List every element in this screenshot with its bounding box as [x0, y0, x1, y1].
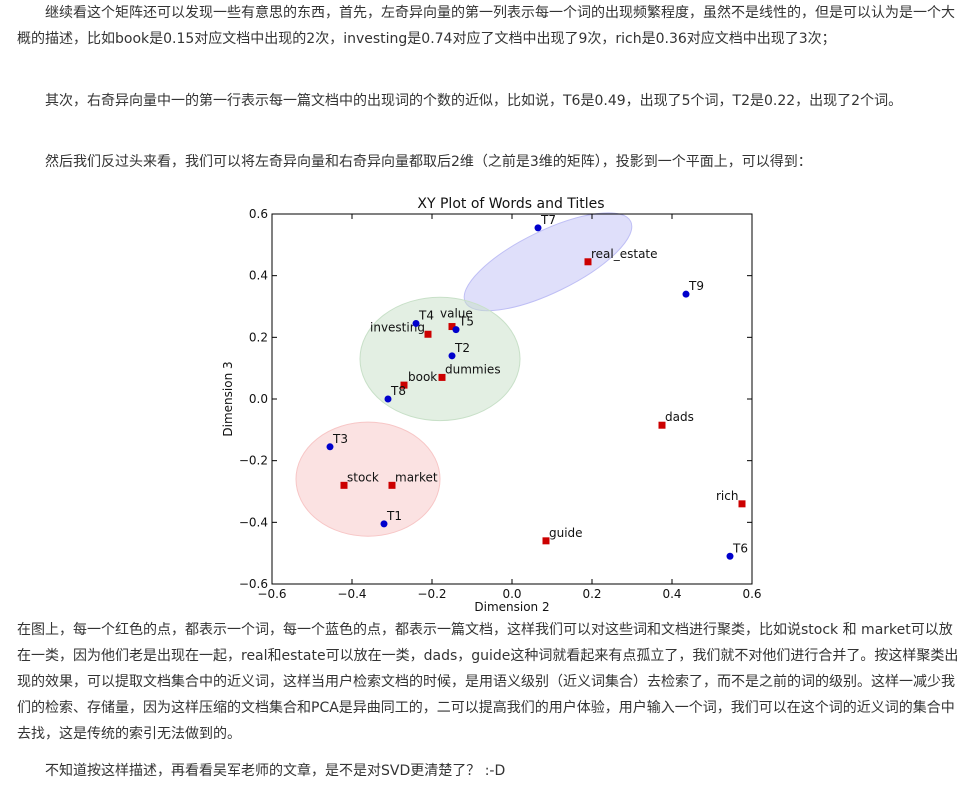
- title-point: [412, 319, 420, 327]
- word-point: [658, 421, 666, 429]
- title-point: [380, 520, 388, 528]
- y-axis-label: Dimension 3: [221, 361, 235, 436]
- word-point: [448, 323, 456, 331]
- word-label: guide: [549, 526, 583, 540]
- title-label: T8: [390, 384, 406, 398]
- y-tick-label: −0.2: [239, 454, 268, 468]
- x-tick-label: 0.0: [502, 587, 521, 601]
- word-label: rich: [716, 489, 738, 503]
- title-point: [326, 443, 334, 451]
- word-label: dummies: [445, 362, 501, 376]
- title-point: [448, 352, 456, 360]
- title-label: T9: [688, 279, 704, 293]
- word-point: [340, 481, 348, 489]
- title-point: [726, 552, 734, 560]
- x-tick-label: 0.2: [582, 587, 601, 601]
- chart-title: XY Plot of Words and Titles: [417, 196, 604, 212]
- word-point: [400, 381, 408, 389]
- title-label: T2: [454, 341, 470, 355]
- word-point: [424, 330, 432, 338]
- title-point: [452, 326, 460, 334]
- paragraph-closing-question: 不知道按这样描述，再看看吴军老师的文章，是不是对SVD更清楚了？ :-D: [45, 763, 506, 779]
- word-label: dads: [665, 410, 694, 424]
- word-point: [438, 373, 446, 381]
- word-point: [542, 537, 550, 545]
- x-tick-label: −0.2: [417, 587, 446, 601]
- paragraph-svd-left-vectors: 继续看这个矩阵还可以发现一些有意思的东西，首先，左奇异向量的第一列表示每一个词的…: [17, 5, 955, 47]
- paragraph-projection-intro: 然后我们反过头来看，我们可以将左奇异向量和右奇异向量都取后2维（之前是3维的矩阵…: [45, 154, 812, 170]
- x-axis-label: Dimension 2: [474, 600, 549, 614]
- word-label: investing: [370, 320, 425, 334]
- x-tick-label: −0.4: [337, 587, 366, 601]
- title-label: T1: [386, 509, 402, 523]
- title-point: [682, 290, 690, 298]
- title-label: T4: [418, 308, 434, 322]
- y-tick-label: 0.2: [249, 330, 268, 344]
- paragraph-clustering-explanation: 在图上，每一个红色的点，都表示一个词，每一个蓝色的点，都表示一篇文档，这样我们可…: [17, 622, 959, 742]
- title-label: T3: [332, 432, 348, 446]
- y-tick-label: −0.4: [239, 515, 268, 529]
- x-tick-label: −0.6: [257, 587, 286, 601]
- y-tick-label: 0.6: [249, 207, 268, 221]
- cluster-ellipse: [295, 421, 441, 537]
- word-label: market: [395, 470, 438, 484]
- x-tick-label: 0.6: [742, 587, 761, 601]
- word-label: book: [408, 370, 437, 384]
- title-point: [534, 224, 542, 232]
- word-label: real_estate: [591, 247, 658, 261]
- cluster-ellipse: [359, 296, 521, 422]
- word-point: [584, 258, 592, 266]
- title-label: T7: [540, 213, 556, 227]
- y-tick-label: −0.6: [239, 577, 268, 591]
- word-point: [388, 481, 396, 489]
- x-tick-label: 0.4: [662, 587, 681, 601]
- title-label: T6: [732, 541, 748, 555]
- paragraph-svd-right-vectors: 其次，右奇异向量中一的第一行表示每一篇文档中的出现词的个数的近似，比如说，T6是…: [45, 93, 903, 109]
- title-point: [384, 395, 392, 403]
- xy-plot-chart: XY Plot of Words and Titles −0.6 −0.4 −0.2…: [221, 196, 762, 614]
- y-tick-label: 0.4: [249, 269, 268, 283]
- y-tick-label: 0.0: [249, 392, 268, 406]
- title-label: T5: [458, 315, 474, 329]
- word-point: [738, 500, 746, 508]
- word-label: stock: [347, 470, 379, 484]
- word-label: value: [440, 307, 473, 321]
